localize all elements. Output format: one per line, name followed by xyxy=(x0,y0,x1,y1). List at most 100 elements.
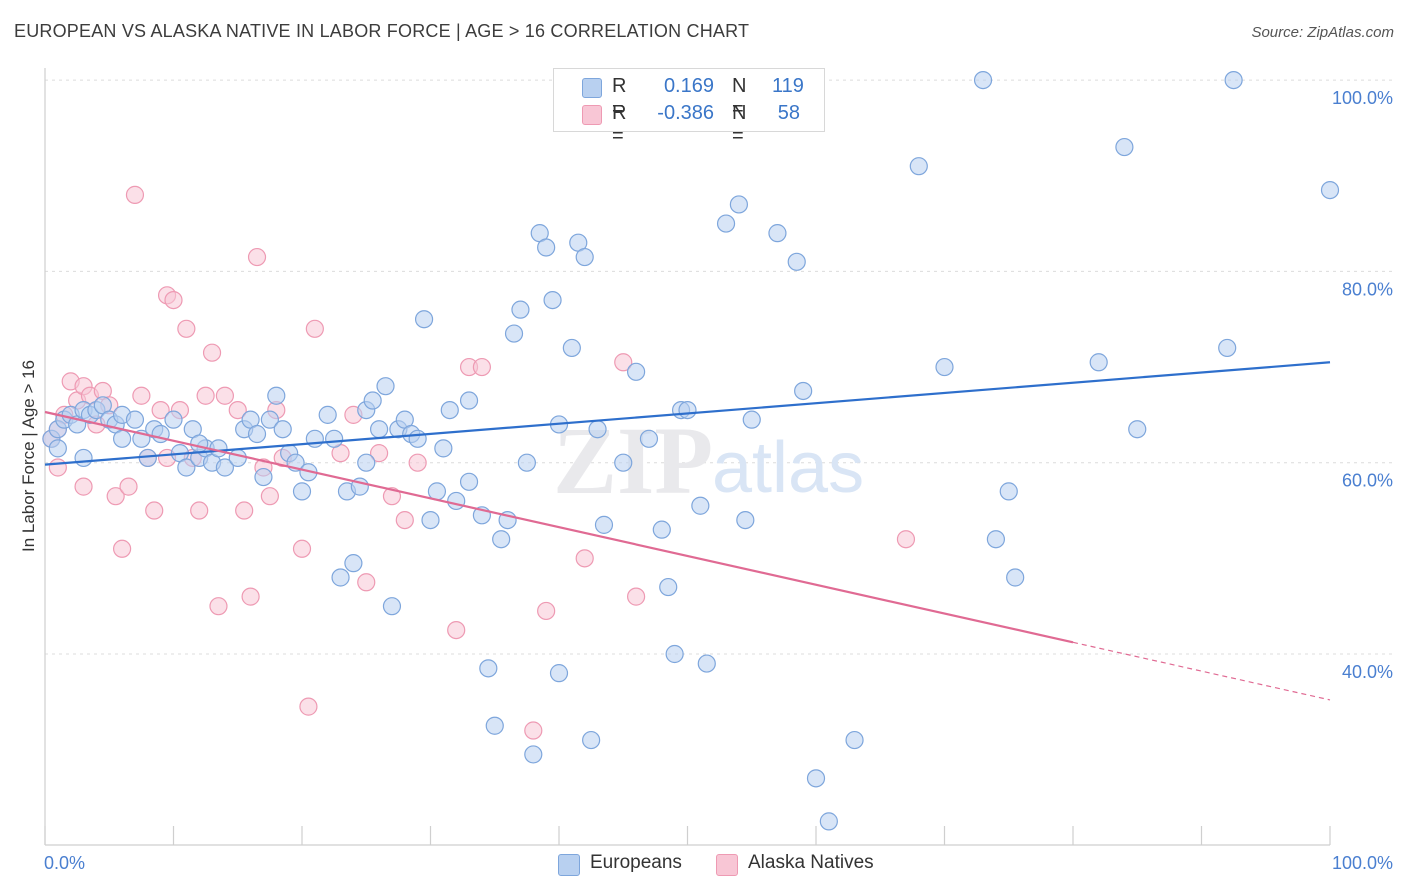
european-point xyxy=(434,439,453,458)
european-point xyxy=(517,453,536,472)
y-axis-label: In Labor Force | Age > 16 xyxy=(19,360,38,552)
european-point xyxy=(935,357,954,377)
alaska-native-point xyxy=(370,444,389,463)
european-point xyxy=(594,515,614,534)
european-point xyxy=(1089,353,1108,372)
european-point xyxy=(999,482,1018,501)
european-point xyxy=(215,458,234,477)
european-point xyxy=(543,290,562,310)
european-point xyxy=(511,300,530,319)
alaska-native-point xyxy=(48,458,67,477)
european-point xyxy=(254,467,273,487)
european-point xyxy=(459,391,479,410)
alaska-native-point xyxy=(357,573,376,592)
european-point xyxy=(537,238,556,257)
european-point xyxy=(678,400,697,420)
european-point xyxy=(376,377,395,396)
european-point xyxy=(209,439,228,458)
alaska-native-point xyxy=(228,400,247,420)
legend-r-value: -0.386 xyxy=(657,102,714,124)
european-point xyxy=(318,405,337,424)
european-point xyxy=(357,453,376,472)
europeans-points xyxy=(42,70,1340,831)
legend-swatch-alaska xyxy=(582,105,602,125)
european-point xyxy=(267,386,286,405)
european-point xyxy=(639,429,659,448)
alaska-native-point xyxy=(292,539,312,558)
legend-n-label: N = xyxy=(732,102,747,147)
alaska-native-point xyxy=(614,353,633,372)
european-point xyxy=(659,577,678,597)
alaska-native-point xyxy=(112,539,132,558)
european-point xyxy=(845,730,864,750)
stats-legend: R = 0.169 N = 119 R = -0.386 N = 58 xyxy=(553,68,825,147)
alaska-native-point xyxy=(74,477,93,496)
european-point xyxy=(1115,137,1134,157)
alaska-native-point xyxy=(119,477,138,496)
legend-swatch-alaska xyxy=(716,854,738,876)
legend-swatch-europeans xyxy=(582,78,602,98)
x-tick-label: 100.0% xyxy=(1332,853,1393,873)
chart-title: EUROPEAN VS ALASKA NATIVE IN LABOR FORCE… xyxy=(14,21,750,41)
european-point xyxy=(273,420,292,439)
european-point xyxy=(736,510,755,530)
european-point xyxy=(794,381,813,401)
european-point xyxy=(305,429,324,448)
european-point xyxy=(582,730,601,750)
alaska-native-point xyxy=(241,587,260,606)
european-point xyxy=(228,448,247,468)
trend-line-extension xyxy=(1072,641,1331,701)
european-point xyxy=(164,410,183,429)
alaska-native-point xyxy=(196,386,215,405)
alaska-native-point xyxy=(537,601,556,621)
european-point xyxy=(125,410,145,429)
alaska-native-point xyxy=(472,357,491,377)
tick-labels: 40.0% 60.0% 80.0% 100.0% 0.0% 100.0% xyxy=(44,88,1393,873)
watermark-zip: ZIP xyxy=(553,407,713,514)
european-point xyxy=(190,434,209,453)
european-point xyxy=(549,664,569,683)
european-point xyxy=(562,338,581,358)
alaska-native-point xyxy=(209,597,228,616)
european-point xyxy=(973,70,993,90)
european-point xyxy=(292,482,312,501)
european-point xyxy=(447,491,466,511)
european-point xyxy=(1224,70,1243,90)
alaska-native-point xyxy=(132,386,151,405)
legend-swatch-europeans xyxy=(558,854,580,876)
alaska-native-point xyxy=(151,400,170,420)
european-point xyxy=(742,410,761,429)
alaska-native-point xyxy=(299,697,318,716)
alaska-native-point xyxy=(145,501,164,520)
european-point xyxy=(575,247,594,267)
european-point xyxy=(524,745,543,764)
source-credit: Source: ZipAtlas.com xyxy=(1251,24,1394,41)
european-point xyxy=(325,429,344,448)
legend-label-europeans: Europeans xyxy=(590,852,682,873)
european-point xyxy=(729,195,749,214)
european-point xyxy=(986,530,1006,549)
alaska-native-point xyxy=(106,487,125,506)
alaska-native-point xyxy=(447,620,466,640)
watermark-atlas: atlas xyxy=(712,428,864,508)
alaska-native-point xyxy=(215,386,234,405)
european-point xyxy=(504,324,524,343)
european-point xyxy=(1218,338,1237,358)
axes xyxy=(44,68,1331,846)
european-point xyxy=(370,420,389,439)
european-point xyxy=(492,530,511,549)
european-point xyxy=(716,214,736,233)
trend-line xyxy=(44,410,1074,644)
legend-r-value: 0.169 xyxy=(663,75,714,97)
european-point xyxy=(440,400,459,420)
alaska-native-point xyxy=(408,453,427,472)
alaska-native-point xyxy=(125,185,145,204)
alaska-native-point xyxy=(260,487,279,506)
european-point xyxy=(665,644,684,664)
european-point xyxy=(427,482,447,501)
y-tick-label: 100.0% xyxy=(1332,88,1393,108)
european-point xyxy=(806,769,826,788)
european-point xyxy=(1320,180,1340,200)
alaska-native-point xyxy=(164,290,183,310)
european-point xyxy=(1128,420,1147,439)
